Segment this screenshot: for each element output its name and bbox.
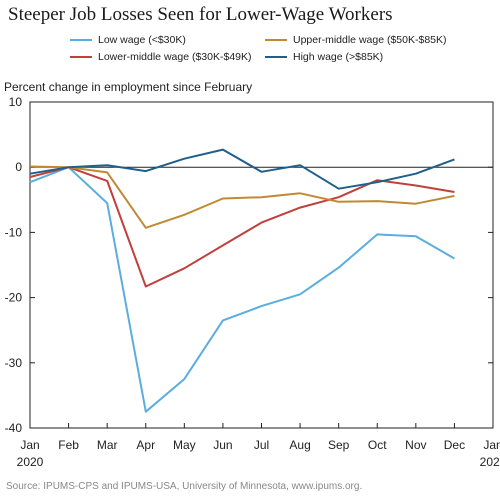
x-tick-label: Jun (213, 438, 232, 452)
legend-item-high-wage: High wage (>$85K) (265, 51, 383, 63)
chart-title: Steeper Job Losses Seen for Lower-Wage W… (8, 4, 393, 25)
source-note: Source: IPUMS-CPS and IPUMS-USA, Univers… (6, 481, 363, 492)
legend-label-upper-middle-wage: Upper-middle wage ($50K-$85K) (293, 34, 447, 46)
x-tick-label: Apr (136, 438, 155, 452)
x-tick-label: Oct (368, 438, 387, 452)
y-tick-label: 0 (15, 160, 22, 174)
legend-item-low-wage: Low wage (<$30K) (70, 34, 186, 46)
series-line-upper-middle-wage-50k-85k (29, 165, 455, 229)
plot-frame (29, 101, 494, 429)
series-line-high-wage-85k (29, 148, 455, 190)
legend-label-low-wage: Low wage (<$30K) (98, 34, 186, 46)
y-tick-label: -20 (5, 291, 23, 305)
x-tick-label: Jan (20, 438, 39, 452)
legend-item-upper-middle-wage: Upper-middle wage ($50K-$85K) (265, 34, 447, 46)
y-tick-label: -10 (5, 225, 23, 239)
y-tick-label: 10 (9, 95, 23, 109)
x-tick-label: Sep (328, 438, 350, 452)
series-line-low-wage-30k (29, 166, 455, 413)
x-tick-label: Mar (97, 438, 118, 452)
x-year-label: 2021 (480, 455, 500, 469)
legend: Low wage (<$30K) Lower-middle wage ($30K… (0, 0, 500, 70)
legend-swatch-upper-middle-wage (265, 38, 287, 42)
x-tick-label: May (173, 438, 196, 452)
x-tick-label: Nov (405, 438, 426, 452)
series-line-lower-middle-wage-30k-49k (29, 166, 455, 288)
legend-label-lower-middle-wage: Lower-middle wage ($30K-$49K) (98, 51, 252, 63)
legend-label-high-wage: High wage (>$85K) (293, 51, 384, 63)
x-tick-label: Feb (58, 438, 79, 452)
legend-item-lower-middle-wage: Lower-middle wage ($30K-$49K) (70, 51, 252, 63)
x-tick-label: Aug (289, 438, 310, 452)
x-tick-label: Dec (444, 438, 465, 452)
y-tick-label: -40 (5, 421, 23, 435)
legend-swatch-high-wage (265, 55, 287, 59)
legend-swatch-lower-middle-wage (70, 55, 92, 59)
x-year-label: 2020 (17, 455, 44, 469)
y-tick-label: -30 (5, 356, 23, 370)
legend-swatch-low-wage (70, 38, 92, 42)
x-tick-label: Jan (483, 438, 500, 452)
x-tick-label: Jul (254, 438, 269, 452)
y-axis-label: Percent change in employment since Febru… (4, 80, 253, 94)
